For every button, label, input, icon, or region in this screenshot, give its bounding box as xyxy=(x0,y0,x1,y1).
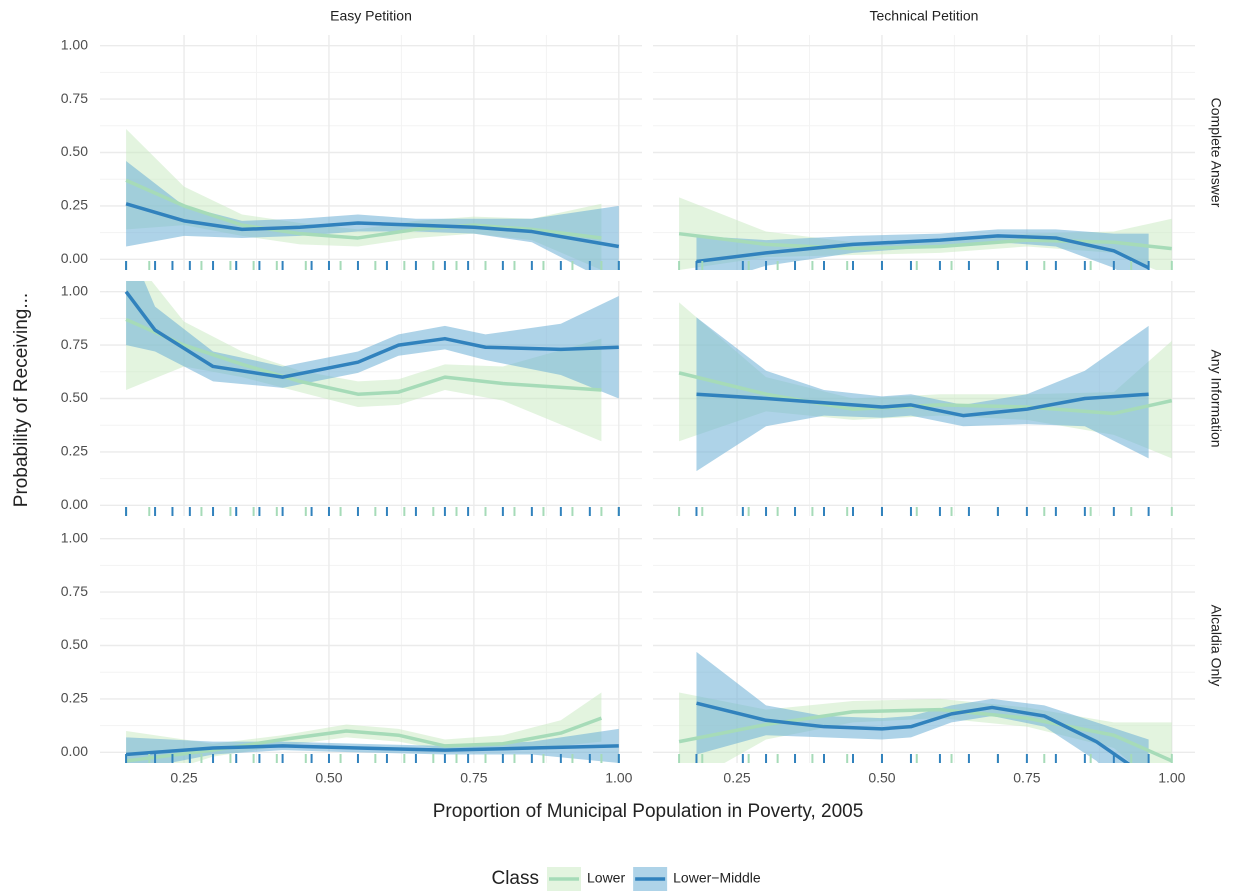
y-tick-label: 0.00 xyxy=(61,496,88,512)
y-axis-title: Probability of Receiving... xyxy=(11,293,32,507)
confidence-band xyxy=(679,692,1172,763)
y-tick-label: 0.50 xyxy=(61,389,88,405)
legend-title: Class xyxy=(491,868,539,889)
x-tick-label: 0.50 xyxy=(868,770,895,786)
smooth-line xyxy=(696,701,1131,763)
confidence-band xyxy=(126,129,602,270)
y-tick-label: 1.00 xyxy=(61,36,88,52)
row-strip-label: Alcaldia Only xyxy=(1208,605,1224,687)
smooth-line xyxy=(125,202,620,249)
y-tick-label: 1.00 xyxy=(61,282,88,298)
panel xyxy=(100,35,642,270)
smooth-line xyxy=(696,234,1150,270)
y-tick-label: 0.75 xyxy=(61,336,88,352)
panel xyxy=(100,281,642,516)
column-strip-label: Technical Petition xyxy=(870,8,979,24)
y-tick-label: 0.00 xyxy=(61,743,88,759)
y-tick-label: 0.50 xyxy=(61,143,88,159)
x-tick-label: 0.75 xyxy=(1013,770,1040,786)
smooth-line xyxy=(125,317,602,396)
panel xyxy=(653,281,1195,516)
confidence-band xyxy=(126,161,619,270)
panel xyxy=(653,528,1195,763)
x-tick-label: 0.75 xyxy=(460,770,487,786)
y-tick-label: 0.25 xyxy=(61,690,88,706)
smooth-line xyxy=(125,178,602,240)
smooth-line xyxy=(696,392,1149,418)
legend-label: Lower−Middle xyxy=(673,870,761,886)
panel xyxy=(653,35,1195,270)
confidence-band xyxy=(696,317,1149,472)
x-tick-label: 1.00 xyxy=(605,770,632,786)
y-tick-label: 0.75 xyxy=(61,583,88,599)
x-tick-label: 0.25 xyxy=(723,770,750,786)
row-strip-label: Complete Answer xyxy=(1208,98,1224,208)
confidence-band xyxy=(696,651,1149,763)
smooth-line xyxy=(125,744,619,757)
smooth-line xyxy=(678,707,1173,763)
confidence-band xyxy=(126,728,619,763)
smooth-line xyxy=(678,371,1173,416)
panel xyxy=(100,528,642,763)
y-tick-label: 0.75 xyxy=(61,90,88,106)
smooth-line xyxy=(678,231,1173,251)
smooth-line xyxy=(124,290,619,379)
x-axis-title: Proportion of Municipal Population in Po… xyxy=(433,801,864,822)
y-tick-label: 0.50 xyxy=(61,636,88,652)
y-tick-label: 0.00 xyxy=(61,250,88,266)
row-strip-label: Any Information xyxy=(1208,349,1224,447)
y-tick-label: 1.00 xyxy=(61,529,88,545)
y-tick-label: 0.25 xyxy=(61,197,88,213)
y-tick-label: 0.25 xyxy=(61,443,88,459)
x-tick-label: 0.50 xyxy=(315,770,342,786)
confidence-band xyxy=(126,281,619,399)
legend-label: Lower xyxy=(587,870,625,886)
x-tick-label: 1.00 xyxy=(1158,770,1185,786)
column-strip-label: Easy Petition xyxy=(330,8,412,24)
x-tick-label: 0.25 xyxy=(170,770,197,786)
